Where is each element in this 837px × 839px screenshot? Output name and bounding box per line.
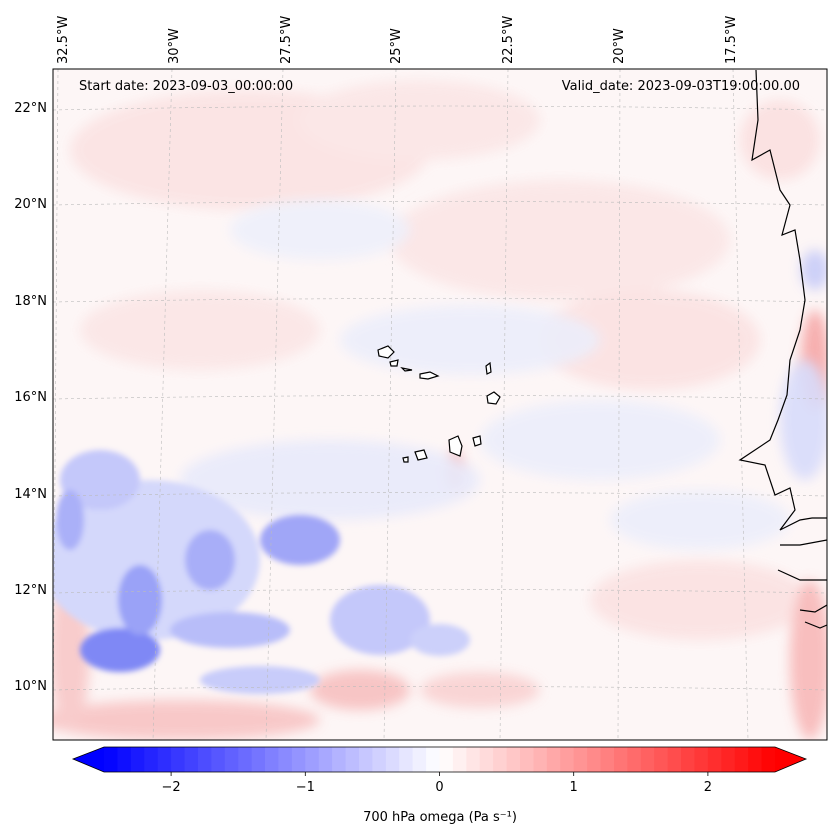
lat-label: 10°N <box>14 679 47 694</box>
colorbar-segment <box>251 747 266 772</box>
lon-label: 17.5°W <box>724 16 739 64</box>
colorbar-segment <box>291 747 306 772</box>
colorbar: −2 −1 0 1 2 700 hPa omega (Pa s⁻¹) <box>71 746 808 825</box>
lat-label: 14°N <box>14 487 47 502</box>
colorbar-tick-label: −1 <box>296 780 315 795</box>
colorbar-tick-label: 1 <box>570 780 578 795</box>
colorbar-segment <box>265 747 280 772</box>
colorbar-segment <box>439 747 454 772</box>
colorbar-segment <box>573 747 588 772</box>
colorbar-segment <box>117 747 132 772</box>
lat-label: 16°N <box>14 390 47 405</box>
lon-label: 27.5°W <box>279 16 294 64</box>
longitude-labels: 32.5°W 30°W 27.5°W 25°W 22.5°W 20°W 17.5… <box>56 16 739 64</box>
colorbar-segment <box>144 747 159 772</box>
map-frame <box>52 68 828 741</box>
colorbar-segment <box>707 747 722 772</box>
lon-label: 32.5°W <box>56 16 71 64</box>
colorbar-segment <box>197 747 212 772</box>
colorbar-segment <box>345 747 360 772</box>
colorbar-segment <box>452 747 467 772</box>
colorbar-segment <box>506 747 521 772</box>
colorbar-extend-low <box>73 747 104 772</box>
colorbar-segment <box>224 747 239 772</box>
colorbar-tick-label: −2 <box>162 780 181 795</box>
colorbar-segment <box>278 747 293 772</box>
colorbar-tick-label: 0 <box>435 780 443 795</box>
lat-label: 18°N <box>14 294 47 309</box>
colorbar-segment <box>426 747 441 772</box>
colorbar-segment <box>667 747 682 772</box>
colorbar-segment <box>157 747 172 772</box>
colorbar-segment <box>171 747 186 772</box>
colorbar-segment <box>613 747 628 772</box>
colorbar-segment <box>238 747 253 772</box>
colorbar-segment <box>211 747 226 772</box>
colorbar-segment <box>587 747 602 772</box>
colorbar-segment <box>399 747 414 772</box>
lat-label: 12°N <box>14 583 47 598</box>
colorbar-segment <box>305 747 320 772</box>
colorbar-segment <box>640 747 655 772</box>
colorbar-segment <box>493 747 508 772</box>
colorbar-segment <box>533 747 548 772</box>
start-date-label: Start date: 2023-09-03_00:00:00 <box>79 79 293 94</box>
lon-label: 25°W <box>389 28 404 64</box>
latitude-labels: 22°N 20°N 18°N 16°N 14°N 12°N 10°N <box>14 101 47 694</box>
colorbar-segment <box>560 747 575 772</box>
lat-label: 22°N <box>14 101 47 116</box>
colorbar-segment <box>372 747 387 772</box>
colorbar-tick-label: 2 <box>704 780 712 795</box>
colorbar-segment <box>654 747 669 772</box>
colorbar-segment <box>748 747 763 772</box>
colorbar-segment <box>332 747 347 772</box>
colorbar-segment <box>466 747 481 772</box>
valid-date-label: Valid_date: 2023-09-03T19:00:00.00 <box>562 79 800 94</box>
colorbar-segment <box>546 747 561 772</box>
lon-label: 22.5°W <box>501 16 516 64</box>
colorbar-segment <box>761 747 776 772</box>
colorbar-label: 700 hPa omega (Pa s⁻¹) <box>363 810 517 825</box>
omega-field <box>53 69 827 740</box>
colorbar-segment <box>184 747 199 772</box>
colorbar-segment <box>734 747 749 772</box>
lon-label: 20°W <box>612 28 627 64</box>
colorbar-segment <box>412 747 427 772</box>
colorbar-outline <box>71 746 808 773</box>
cape-verde-islands <box>377 345 501 463</box>
lon-label: 30°W <box>167 28 182 64</box>
colorbar-segment <box>600 747 615 772</box>
colorbar-segment <box>694 747 709 772</box>
graticule <box>53 69 827 740</box>
colorbar-segment <box>627 747 642 772</box>
colorbar-extend-high <box>775 747 806 772</box>
colorbar-segment <box>385 747 400 772</box>
colorbar-segment <box>104 747 119 772</box>
colorbar-segments <box>104 747 776 772</box>
colorbar-segment <box>721 747 736 772</box>
coastline <box>738 69 827 629</box>
colorbar-segment <box>479 747 494 772</box>
colorbar-ticks: −2 −1 0 1 2 <box>162 772 712 795</box>
colorbar-segment <box>358 747 373 772</box>
lat-label: 20°N <box>14 197 47 212</box>
colorbar-segment <box>520 747 535 772</box>
colorbar-segment <box>318 747 333 772</box>
colorbar-segment <box>130 747 145 772</box>
colorbar-segment <box>681 747 696 772</box>
